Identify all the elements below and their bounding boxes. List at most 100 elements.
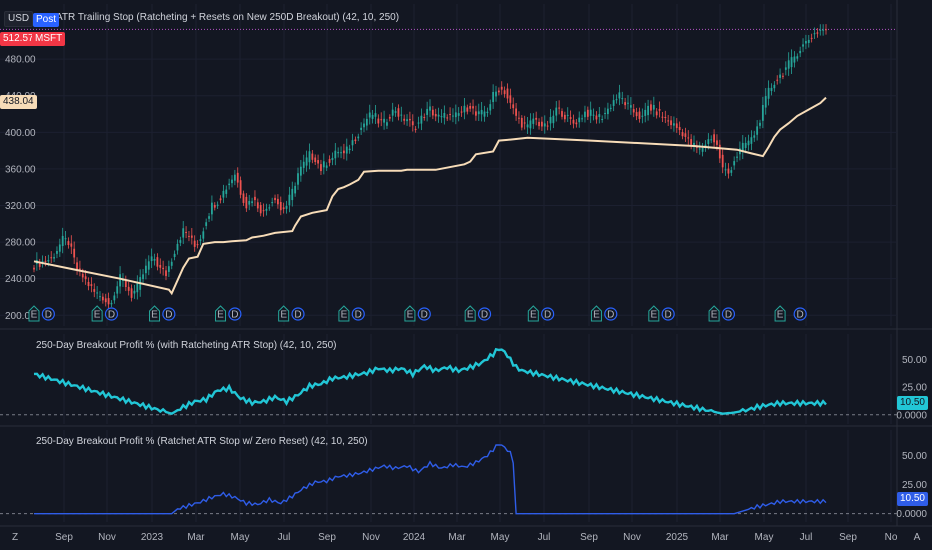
candle-body bbox=[426, 108, 429, 115]
time-axis-label: Mar bbox=[711, 532, 729, 543]
price-axis-tick: 280.00 bbox=[5, 238, 36, 249]
profit-axis-tick: 25.00 bbox=[902, 383, 927, 394]
candle-body bbox=[239, 180, 242, 195]
price-axis-tick: 360.00 bbox=[5, 164, 36, 175]
candle-body bbox=[348, 148, 351, 151]
candle-body bbox=[130, 288, 133, 298]
candle-body bbox=[190, 235, 193, 238]
candle-body bbox=[262, 210, 265, 212]
candle-body bbox=[233, 174, 236, 181]
candle-body bbox=[400, 114, 403, 116]
candle-body bbox=[764, 96, 767, 108]
candle-body bbox=[813, 33, 816, 35]
candle-body bbox=[667, 120, 670, 122]
profit-value-tag-2: 10.50 bbox=[896, 492, 928, 506]
candle-body bbox=[127, 286, 130, 291]
candle-body bbox=[84, 276, 87, 280]
candle-body bbox=[282, 207, 285, 210]
candle-body bbox=[417, 122, 420, 124]
event-marker-label: E bbox=[341, 310, 348, 321]
candle-body bbox=[285, 206, 288, 209]
candle-body bbox=[644, 109, 647, 116]
earnings-marker-shape bbox=[149, 305, 161, 322]
candle-body bbox=[805, 41, 807, 44]
candle-body bbox=[391, 109, 394, 116]
price-axis-tick: 400.00 bbox=[5, 128, 36, 139]
event-marker-label: D bbox=[294, 310, 301, 321]
candle-body bbox=[753, 135, 756, 138]
earnings-marker-shape bbox=[464, 305, 476, 322]
candle-body bbox=[575, 122, 578, 125]
timezone-icon: Z bbox=[12, 532, 18, 543]
candle-body bbox=[816, 32, 819, 34]
main-pane-title: ATR Trailing Stop (Ratcheting + Resets o… bbox=[56, 12, 399, 23]
candle-body bbox=[242, 193, 245, 203]
currency-label[interactable]: USD bbox=[4, 11, 34, 27]
candle-body bbox=[710, 139, 713, 141]
candle-body bbox=[380, 119, 383, 121]
candle-body bbox=[460, 111, 463, 113]
candle-body bbox=[248, 200, 251, 205]
candle-body bbox=[93, 289, 96, 292]
candle-body bbox=[58, 244, 61, 252]
candle-body bbox=[756, 126, 759, 135]
earnings-marker-shape bbox=[404, 305, 416, 322]
candle-body bbox=[394, 111, 397, 113]
dividend-marker: D bbox=[604, 307, 618, 321]
candle-body bbox=[463, 105, 466, 113]
candle-body bbox=[561, 111, 563, 117]
candle-body bbox=[520, 117, 523, 128]
candle-body bbox=[440, 116, 443, 118]
candle-body bbox=[50, 257, 53, 259]
candle-body bbox=[325, 165, 328, 168]
candle-body bbox=[555, 107, 558, 116]
dividend-marker-shape bbox=[417, 307, 431, 321]
candle-body bbox=[673, 123, 675, 126]
event-marker-label: E bbox=[94, 310, 101, 321]
event-marker-label: D bbox=[231, 310, 238, 321]
candle-body bbox=[136, 283, 139, 293]
candle-body bbox=[150, 256, 153, 262]
candle-body bbox=[713, 134, 715, 143]
candle-body bbox=[747, 140, 750, 146]
candle-body bbox=[61, 235, 64, 247]
candle-body bbox=[219, 198, 222, 201]
candle-body bbox=[595, 115, 598, 120]
candle-body bbox=[541, 121, 543, 127]
candle-body bbox=[784, 67, 787, 70]
profit-axis-tick: 50.00 bbox=[902, 355, 927, 366]
candle-body bbox=[615, 99, 618, 101]
time-axis-label: Sep bbox=[580, 532, 598, 543]
candle-body bbox=[604, 112, 606, 115]
dividend-marker: D bbox=[477, 307, 492, 321]
stop-price-tag: 438.04 bbox=[0, 95, 37, 109]
dividend-marker: D bbox=[793, 307, 807, 321]
candle-body bbox=[153, 258, 156, 261]
candle-body bbox=[500, 86, 503, 90]
candle-body bbox=[678, 126, 681, 131]
candle-body bbox=[690, 139, 693, 145]
candle-body bbox=[87, 281, 90, 287]
event-marker-label: D bbox=[797, 310, 804, 321]
candle-body bbox=[299, 166, 302, 176]
earnings-marker: E bbox=[215, 305, 227, 322]
candle-body bbox=[251, 201, 253, 204]
candle-body bbox=[566, 114, 569, 116]
event-marker-label: E bbox=[280, 310, 287, 321]
candle-body bbox=[693, 142, 695, 145]
event-marker-label: E bbox=[593, 310, 600, 321]
event-marker-label: D bbox=[421, 310, 428, 321]
candle-body bbox=[621, 98, 624, 100]
candle-body bbox=[475, 111, 477, 116]
time-axis-label: Jul bbox=[800, 532, 813, 543]
candle-body bbox=[647, 105, 649, 116]
dividend-marker-shape bbox=[162, 307, 176, 321]
candle-body bbox=[216, 204, 219, 206]
dividend-marker: D bbox=[104, 307, 119, 321]
candle-body bbox=[47, 260, 50, 262]
candle-body bbox=[707, 139, 710, 144]
earnings-marker: E bbox=[708, 305, 720, 322]
time-axis-label: 2023 bbox=[141, 532, 164, 543]
candle-body bbox=[733, 161, 736, 166]
